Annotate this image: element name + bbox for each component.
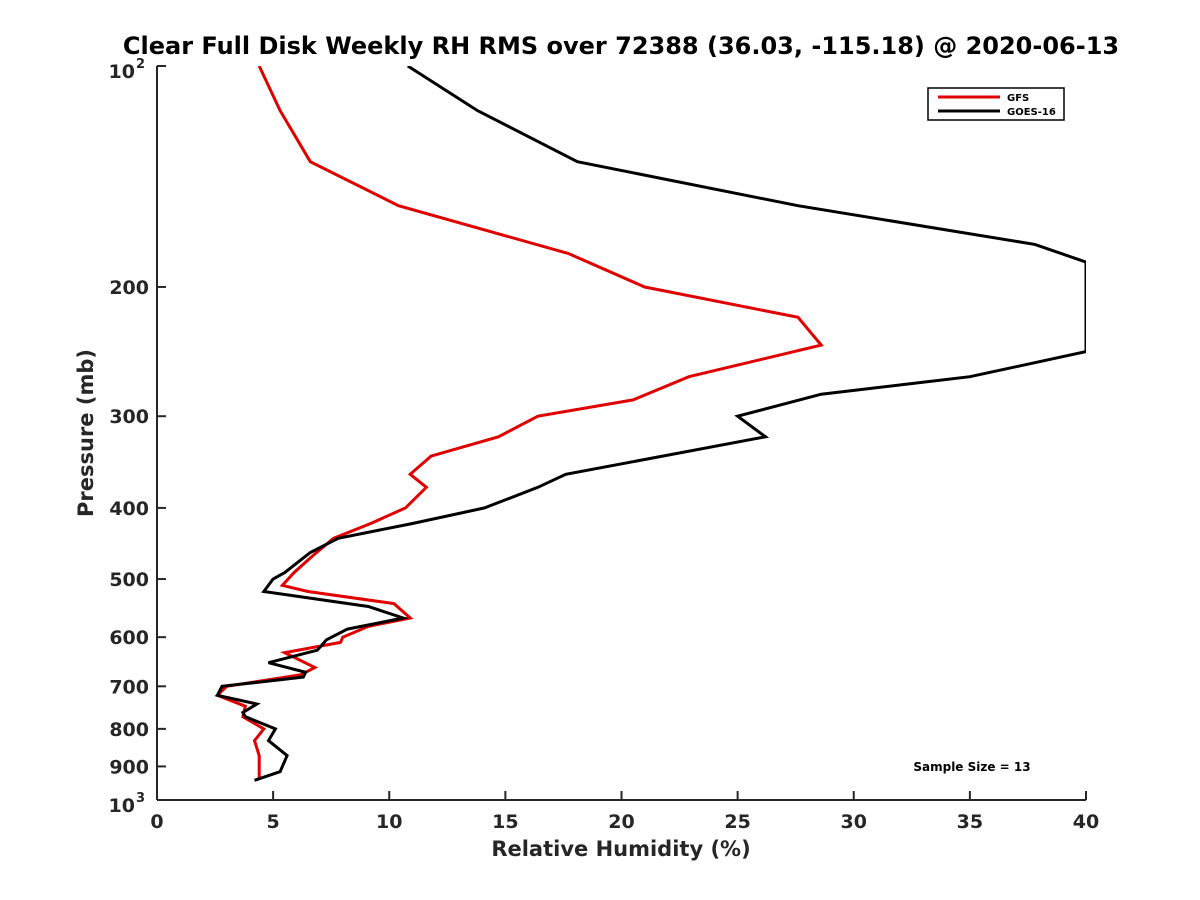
- x-tick-label: 15: [492, 811, 518, 833]
- y-tick-label: 500: [109, 569, 149, 591]
- chart-title: Clear Full Disk Weekly RH RMS over 72388…: [123, 32, 1119, 60]
- x-tick-label: 0: [150, 811, 163, 833]
- y-tick-label: 10 2: [109, 57, 146, 83]
- x-axis-label: Relative Humidity (%): [491, 837, 750, 861]
- y-axis-label: Pressure (mb): [74, 349, 98, 517]
- x-tick-label: 40: [1073, 811, 1099, 833]
- y-tick-label: 200: [109, 277, 149, 299]
- y-tick-label: 400: [109, 498, 149, 520]
- legend: GFS GOES-16: [927, 87, 1065, 121]
- x-tick-label: 30: [841, 811, 867, 833]
- x-tick-label: 20: [608, 811, 634, 833]
- y-tick-label: 800: [109, 719, 149, 741]
- y-tick-label: 900: [109, 756, 149, 778]
- y-tick-label: 10 3: [109, 791, 146, 817]
- y-tick-label: 600: [109, 627, 149, 649]
- y-tick-label-base: 10: [109, 61, 135, 83]
- x-tick-label: 5: [267, 811, 280, 833]
- y-tick-label-exponent: 3: [136, 791, 145, 806]
- y-tick-label-base: 10: [109, 795, 135, 817]
- legend-label-goes-16: GOES-16: [1007, 107, 1056, 118]
- x-tick-label: 25: [724, 811, 750, 833]
- y-tick-label: 700: [109, 676, 149, 698]
- x-tick-label: 10: [376, 811, 402, 833]
- y-tick-label: 300: [109, 406, 149, 428]
- legend-box: [927, 87, 1065, 121]
- sample-size-annotation: Sample Size = 13: [913, 760, 1030, 774]
- y-tick-label-exponent: 2: [136, 57, 145, 72]
- x-tick-label: 35: [957, 811, 983, 833]
- legend-label-gfs: GFS: [1007, 93, 1029, 104]
- series-line-goes-16: [215, 66, 1086, 782]
